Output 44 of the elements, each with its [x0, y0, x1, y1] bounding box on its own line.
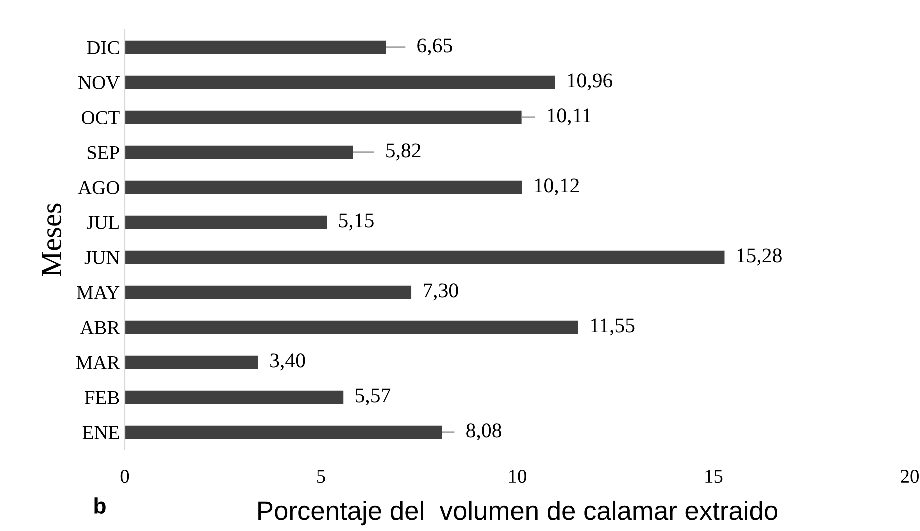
bar [125, 40, 386, 54]
data-label: 10,96 [568, 74, 613, 91]
bar [125, 216, 328, 230]
y-tick-label: JUN [84, 252, 120, 264]
y-tick-label: AGO [78, 181, 120, 194]
bar [125, 390, 344, 404]
bar [125, 320, 578, 334]
data-label: 6,65 [418, 38, 452, 56]
y-tick-label: NOV [78, 76, 120, 90]
bar [125, 286, 412, 300]
bar [125, 250, 725, 264]
bar [125, 110, 522, 124]
y-axis-title: Meses [42, 204, 62, 276]
bar [125, 146, 354, 160]
data-label: 5,15 [339, 214, 374, 231]
y-tick-label: FEB [85, 392, 120, 404]
bar [125, 76, 556, 90]
x-tick-label: 0 [120, 470, 130, 484]
x-tick-label: 5 [318, 470, 326, 484]
x-tick-label: 15 [706, 470, 723, 484]
data-label: 11,55 [591, 318, 635, 336]
y-tick-label: MAR [76, 356, 120, 370]
data-label: 3,40 [270, 354, 306, 371]
bar [125, 426, 442, 440]
data-label: 8,08 [466, 424, 502, 441]
y-tick-label: JUL [87, 216, 119, 230]
bar [125, 356, 258, 370]
bar [125, 180, 522, 194]
data-label: 5,82 [386, 144, 421, 161]
y-tick-label: ABR [80, 321, 120, 334]
x-axis-title: Porcentaje del volumen de calamar extraido [258, 500, 778, 526]
data-label: 15,28 [738, 248, 782, 266]
y-tick-label: MAY [77, 286, 120, 300]
data-label: 7,30 [424, 284, 458, 301]
x-tick-label: 10 [509, 470, 526, 484]
data-label: 10,12 [535, 178, 580, 196]
y-tick-label: DIC [87, 41, 120, 54]
y-tick-label: SEP [88, 146, 120, 160]
data-label: 10,11 [548, 108, 592, 126]
text: b [94, 498, 106, 514]
y-tick-label: OCT [82, 111, 120, 124]
y-tick-label: ENE [82, 426, 120, 440]
data-label: 5,57 [356, 388, 391, 406]
x-tick-label: 20 [901, 470, 919, 484]
